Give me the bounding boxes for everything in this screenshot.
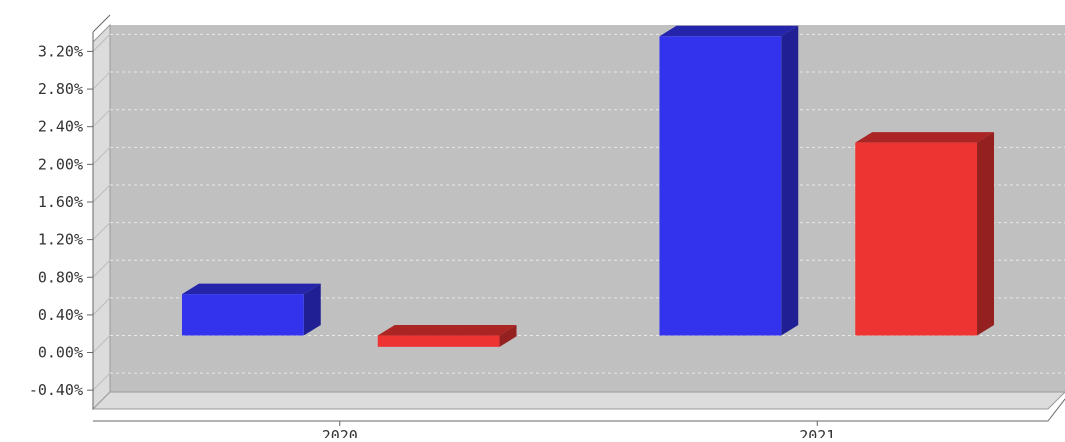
bar-top-face bbox=[855, 132, 995, 143]
y-tick-label: -0.40% bbox=[29, 381, 83, 399]
y-tick-label: 2.80% bbox=[38, 80, 83, 98]
gridline-side bbox=[92, 259, 111, 278]
y-tick-label: 1.60% bbox=[38, 193, 83, 211]
gridline-side bbox=[92, 109, 111, 128]
y-axis-ticks: -0.40% 0.00% 0.40% 0.80% 1.20% 1.60% 2.00% 2.40… bbox=[29, 42, 93, 399]
y-tick-label: 2.00% bbox=[38, 155, 83, 173]
bar-front-face bbox=[855, 142, 978, 336]
y-tick-label: 0.40% bbox=[38, 306, 83, 324]
bar-top-face bbox=[377, 324, 517, 336]
gridline-side bbox=[92, 71, 111, 90]
y-tick-label: 0.00% bbox=[38, 344, 83, 362]
bar-top-face bbox=[659, 25, 799, 37]
bar-top-face bbox=[181, 283, 321, 295]
bar-side-face bbox=[499, 324, 517, 347]
y-tick-label: 0.80% bbox=[38, 268, 83, 286]
x-axis-cap bbox=[1047, 398, 1065, 422]
bar-front-face bbox=[659, 36, 782, 336]
bar-side-face bbox=[977, 132, 995, 336]
bar-front-face bbox=[377, 335, 500, 347]
plot-floor bbox=[91, 391, 1065, 410]
bar-2021-1 bbox=[659, 25, 799, 336]
gridline-side bbox=[92, 222, 111, 240]
bar-side-face bbox=[781, 25, 799, 336]
grid-lines bbox=[92, 33, 1065, 391]
gridline-side bbox=[92, 372, 111, 391]
y-tick-label: 3.20% bbox=[38, 42, 83, 60]
y-tick-label: 1.20% bbox=[38, 231, 83, 249]
bar-front-face bbox=[181, 294, 304, 336]
gridline-side bbox=[92, 34, 111, 52]
x-tick-label: 2021 bbox=[799, 427, 835, 438]
gridline-side bbox=[92, 146, 111, 165]
gridline-side bbox=[92, 184, 111, 203]
bars bbox=[181, 25, 995, 347]
gridline-side bbox=[92, 297, 111, 316]
y-axis-cap bbox=[92, 14, 111, 33]
plot-side-wall bbox=[92, 23, 111, 411]
bar-2020-1 bbox=[181, 283, 321, 336]
x-axis-ticks: 2020 2021 bbox=[322, 421, 835, 442]
axes bbox=[92, 14, 1065, 422]
gridline-side bbox=[92, 335, 111, 353]
y-tick-label: 2.40% bbox=[38, 118, 83, 136]
bar-2020-2 bbox=[377, 324, 517, 347]
x-tick-label: 2020 bbox=[322, 427, 358, 438]
bar-side-face bbox=[303, 283, 321, 336]
bar-2021-2 bbox=[855, 132, 995, 336]
